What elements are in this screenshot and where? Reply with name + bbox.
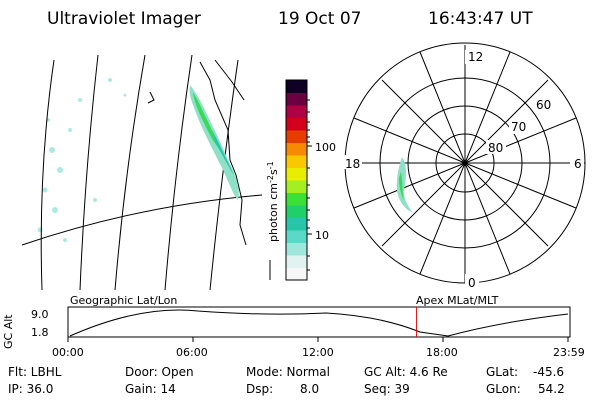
ip-readout: IP: 36.0 bbox=[8, 382, 54, 396]
mlt-label-left: 18 bbox=[345, 157, 360, 171]
altitude-curve bbox=[69, 309, 569, 337]
colorbar-ticks bbox=[307, 99, 312, 271]
colorbar-stripe bbox=[286, 180, 307, 193]
mode-readout: Mode: Normal bbox=[246, 365, 330, 379]
glat-label: GLat: bbox=[486, 365, 519, 379]
dsp-value: 8.0 bbox=[300, 382, 320, 396]
colorbar-stripe bbox=[286, 105, 307, 118]
colorbar-stripe bbox=[286, 230, 307, 243]
xtick-1200: 12:00 bbox=[302, 346, 334, 359]
polar-aurora-core bbox=[399, 172, 404, 200]
colorbar-stripe bbox=[286, 117, 307, 131]
colorbar-stripe bbox=[286, 130, 307, 143]
altitude-left-title: Geographic Lat/Lon bbox=[70, 294, 178, 307]
glat-value: -45.6 bbox=[533, 365, 565, 379]
altitude-ymin: 1.8 bbox=[31, 326, 49, 339]
glon-label: GLon: bbox=[486, 382, 521, 396]
lat-label-60: 60 bbox=[536, 98, 551, 112]
gc-alt-readout: GC Alt: 4.6 Re bbox=[364, 365, 448, 379]
xtick-0000: 00:00 bbox=[52, 346, 84, 359]
altitude-frame bbox=[67, 306, 571, 338]
dsp-label: Dsp: bbox=[246, 382, 274, 396]
mlt-label-right: 6 bbox=[574, 157, 582, 171]
gain-readout: Gain: 14 bbox=[125, 382, 176, 396]
colorbar-stripe bbox=[286, 80, 307, 93]
xtick-1800: 18:00 bbox=[426, 346, 458, 359]
filter-readout: Flt: LBHL bbox=[8, 365, 62, 379]
lat-label-80: 80 bbox=[488, 141, 503, 155]
altitude-ticks bbox=[67, 337, 569, 342]
xtick-2359: 23:59 bbox=[553, 346, 585, 359]
xtick-0600: 06:00 bbox=[176, 346, 208, 359]
colorbar-stripe bbox=[286, 242, 307, 256]
colorbar-stripe bbox=[286, 155, 307, 168]
colorbar-stripes bbox=[286, 80, 307, 281]
aurora-oval-core bbox=[193, 92, 222, 152]
colorbar-stripe bbox=[286, 142, 307, 156]
colorbar-stripe bbox=[286, 267, 307, 281]
colorbar-tick-100: 100 bbox=[315, 141, 336, 154]
mlt-label-bottom: 0 bbox=[468, 276, 476, 290]
coastline bbox=[147, 59, 247, 246]
observation-time: 16:43:47 UT bbox=[428, 9, 533, 29]
aurora-oval-tail bbox=[212, 130, 234, 175]
glon-value: 54.2 bbox=[538, 382, 565, 396]
altitude-ymax: 9.0 bbox=[31, 308, 49, 321]
lat-lon-grid bbox=[21, 54, 271, 291]
colorbar-frame bbox=[285, 79, 308, 281]
polar-aurora-outer bbox=[396, 157, 412, 212]
seq-readout: Seq: 39 bbox=[364, 382, 410, 396]
altitude-right-title: Apex MLat/MLT bbox=[416, 294, 499, 307]
mlt-label-top: 12 bbox=[468, 50, 483, 64]
colorbar-stripe bbox=[286, 205, 307, 218]
colorbar-unit-label: photon cm-2s-1 bbox=[266, 161, 280, 242]
colorbar-stripe bbox=[286, 192, 307, 206]
observation-date: 19 Oct 07 bbox=[278, 9, 362, 29]
colorbar-tick-10: 10 bbox=[315, 229, 329, 242]
app-title: Ultraviolet Imager bbox=[47, 9, 201, 29]
lat-label-70: 70 bbox=[511, 120, 526, 134]
colorbar-stripe bbox=[286, 92, 307, 106]
colorbar-stripe bbox=[286, 255, 307, 268]
door-readout: Door: Open bbox=[125, 365, 194, 379]
colorbar-stripe bbox=[286, 167, 307, 181]
colorbar-stripe bbox=[286, 217, 307, 231]
